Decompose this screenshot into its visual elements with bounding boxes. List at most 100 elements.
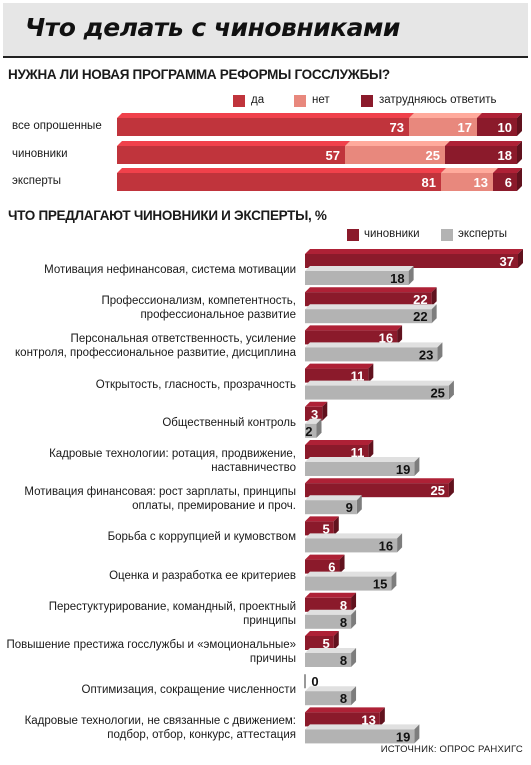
chart2-bar-officials bbox=[305, 445, 369, 459]
chart2-bar-officials bbox=[305, 559, 340, 574]
chart1-bar-2-top bbox=[477, 113, 522, 118]
chart2-data-label: 19 bbox=[396, 729, 410, 744]
chart2-bar-officials-top bbox=[305, 631, 339, 636]
chart2-bar-experts bbox=[305, 500, 357, 515]
chart2-bar-experts-side bbox=[448, 380, 454, 400]
chart2-data-label: 0 bbox=[311, 674, 318, 689]
chart2-bar-experts-top bbox=[305, 380, 454, 386]
chart2-bar-experts-side bbox=[391, 571, 397, 591]
chart2-bar-experts-top bbox=[305, 266, 414, 271]
chart1-data-label: 17 bbox=[458, 120, 472, 135]
chart2-bar-officials-side bbox=[448, 478, 454, 498]
chart2-bar-officials bbox=[305, 406, 323, 421]
chart2-bar-experts-side bbox=[351, 609, 357, 629]
legend-label: затрудняюсь ответить bbox=[379, 94, 497, 106]
chart2-bar-experts bbox=[305, 462, 415, 476]
chart1-data-label: 25 bbox=[426, 148, 440, 163]
chart2-bar-experts bbox=[305, 309, 432, 324]
legend-swatch bbox=[347, 229, 359, 241]
chart2-bar-officials-top bbox=[305, 325, 403, 331]
chart2-data-label: 13 bbox=[361, 712, 375, 727]
chart1-data-label: 73 bbox=[390, 120, 404, 135]
chart1-data-label: 13 bbox=[474, 175, 488, 190]
chart2-data-label: 8 bbox=[340, 691, 347, 706]
chart2-bar-officials-top bbox=[305, 363, 374, 369]
chart2-bar-officials-side bbox=[368, 363, 374, 383]
chart1-data-label: 81 bbox=[422, 175, 436, 190]
chart2-bar-officials bbox=[305, 292, 432, 307]
chart2-data-label: 23 bbox=[419, 347, 433, 362]
chart2-bar-experts bbox=[305, 385, 449, 400]
source-note: ИСТОЧНИК: ОПРОС РАНХИГС bbox=[380, 744, 523, 755]
chart2-data-label: 15 bbox=[373, 577, 387, 592]
chart2-data-label: 16 bbox=[379, 538, 393, 553]
chart2-bar-officials-side bbox=[322, 401, 328, 421]
chart1-bar-1-side bbox=[477, 113, 482, 136]
chart2-bar-experts-side bbox=[351, 686, 357, 706]
chart2-data-label: 8 bbox=[340, 615, 347, 630]
chart1-data-label: 6 bbox=[505, 175, 512, 190]
chart2-bar-experts-top bbox=[305, 686, 357, 692]
chart2-bar-experts-top bbox=[305, 342, 443, 348]
chart2-bar-experts-side bbox=[408, 266, 414, 285]
chart2-bar-experts-top bbox=[305, 609, 357, 615]
chart2-bar-officials bbox=[305, 636, 334, 650]
chart1-bar-1 bbox=[409, 118, 477, 136]
chart1-bar-2-top bbox=[493, 168, 522, 173]
chart2-data-label: 5 bbox=[323, 636, 330, 651]
chart2-bar-officials-top bbox=[305, 287, 437, 293]
chart2-bar-experts-top bbox=[305, 304, 437, 310]
chart2-bar-experts-top bbox=[305, 648, 357, 653]
chart1-bar-0-top bbox=[117, 168, 446, 173]
chart2-bar-experts bbox=[305, 576, 392, 591]
chart1-bar-0-top bbox=[117, 113, 414, 118]
chart2-bar-officials-top bbox=[305, 249, 523, 254]
chart2-bar-officials bbox=[305, 521, 334, 536]
legend-swatch bbox=[233, 95, 245, 107]
chart2-bar-officials-side bbox=[351, 592, 357, 612]
chart2-bar-officials bbox=[305, 712, 380, 727]
chart2-bar-experts-top bbox=[305, 457, 420, 462]
chart1-row-label: эксперты bbox=[12, 175, 62, 187]
chart2-category-label: Оценка и разработка ее критериев bbox=[109, 569, 296, 582]
chart2-bar-officials-side bbox=[431, 287, 437, 307]
chart2-data-label: 19 bbox=[396, 462, 410, 477]
legend-swatch bbox=[441, 229, 453, 241]
chart2-data-label: 18 bbox=[390, 271, 404, 286]
chart2-bar-officials-side bbox=[397, 325, 403, 345]
chart2-category-label: Перестуктурирование, командный, проектны… bbox=[48, 600, 296, 627]
chart2-data-label: 37 bbox=[500, 254, 514, 269]
chart2-bar-experts bbox=[305, 653, 352, 667]
chart1-bar-1-side bbox=[445, 141, 450, 164]
chart2-bar-experts bbox=[305, 614, 352, 629]
chart2-bar-officials bbox=[305, 368, 369, 383]
chart2-bar-experts bbox=[305, 729, 415, 744]
chart2-bar-officials-top bbox=[305, 478, 454, 484]
chart1-bar-1-side bbox=[493, 168, 498, 191]
chart2-bar-experts bbox=[305, 691, 352, 706]
chart1-bar-1-top bbox=[409, 113, 482, 118]
chart1-bar-0-side bbox=[409, 113, 414, 136]
chart2-bar-experts-side bbox=[351, 648, 357, 667]
chart2-bar-experts-side bbox=[437, 342, 443, 362]
chart1-bar-1-top bbox=[441, 168, 498, 173]
chart1-bar-2-side bbox=[517, 141, 522, 164]
title-bar: Что делать с чиновниками bbox=[3, 3, 528, 58]
chart1-data-label: 18 bbox=[498, 148, 512, 163]
chart2-bar-experts-top bbox=[305, 724, 420, 730]
chart2-bar-experts-side bbox=[316, 418, 322, 438]
chart1-title: НУЖНА ЛИ НОВАЯ ПРОГРАММА РЕФОРМЫ ГОССЛУЖ… bbox=[8, 67, 390, 82]
legend-label: да bbox=[251, 94, 265, 106]
chart2-bar-experts-side bbox=[356, 495, 362, 515]
legend-swatch bbox=[294, 95, 306, 107]
chart2-bar-experts-side bbox=[431, 304, 437, 324]
chart1-bar-0 bbox=[117, 146, 345, 164]
chart2-data-label: 8 bbox=[340, 653, 347, 668]
chart1-bar-0-side bbox=[441, 168, 446, 191]
chart2-title: ЧТО ПРЕДЛАГАЮТ ЧИНОВНИКИ И ЭКСПЕРТЫ, % bbox=[8, 208, 327, 223]
chart2-data-label: 5 bbox=[323, 521, 330, 536]
chart2-category-label: Мотивация финансовая: рост зарплаты, при… bbox=[24, 486, 296, 513]
chart2-data-label: 16 bbox=[379, 330, 393, 345]
chart2-bar-officials-top bbox=[305, 554, 345, 560]
chart2-data-label: 11 bbox=[351, 369, 365, 384]
